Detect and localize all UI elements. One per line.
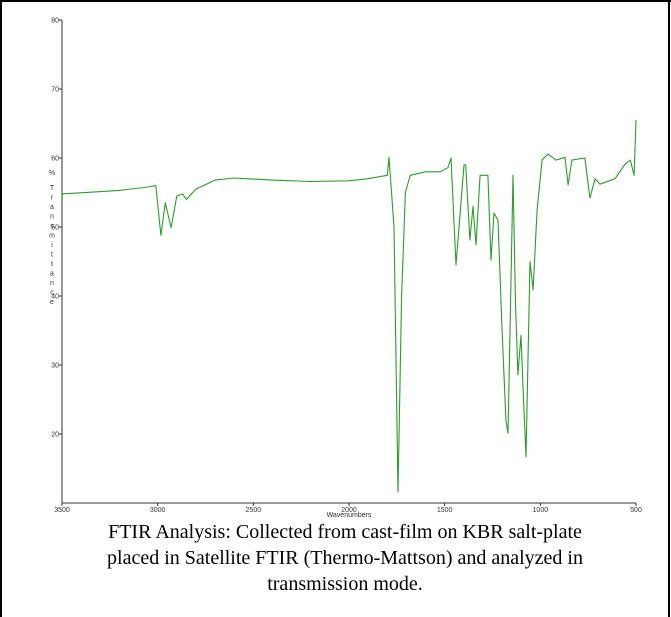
x-tick-label: 2500 <box>246 507 262 514</box>
y-tick-label: 30 <box>51 363 59 370</box>
y-tick-label: 70 <box>51 87 59 94</box>
y-tick-label: 20 <box>51 432 59 439</box>
y-tick-label: 50 <box>51 225 59 232</box>
x-tick-label: 3000 <box>150 507 166 514</box>
y-tick-label: 60 <box>51 156 59 163</box>
x-axis-label: Wavenumbers <box>327 512 372 519</box>
x-tick-label: 1500 <box>437 507 453 514</box>
spectrum-line <box>61 120 637 493</box>
y-tick-label: 40 <box>51 294 59 301</box>
caption-line: FTIR Analysis: Collected from cast-film … <box>108 521 582 543</box>
x-tick-label: 2000 <box>341 507 357 514</box>
x-tick-label: 1000 <box>533 507 549 514</box>
caption-line: placed in Satellite FTIR (Thermo-Mattson… <box>107 547 583 569</box>
x-tick-label: 3500 <box>54 507 70 514</box>
y-tick-label: 80 <box>51 18 59 25</box>
x-tick-label: 500 <box>630 507 642 514</box>
caption-line: transmission mode. <box>267 573 423 595</box>
